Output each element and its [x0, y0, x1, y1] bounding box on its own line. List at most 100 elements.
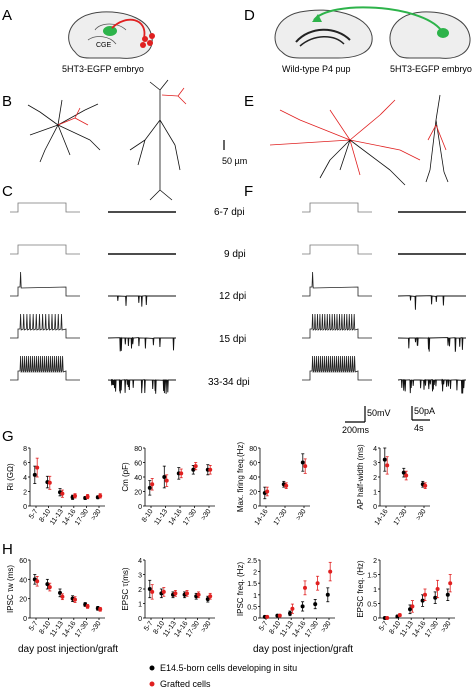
current-trace: [397, 295, 466, 310]
y-tick-label: 0.5: [247, 604, 257, 611]
y-tick-label: 2: [373, 558, 377, 565]
x-tick-label: 5-7: [143, 620, 155, 632]
data-point: [401, 470, 406, 475]
electrophysiology-traces: [10, 202, 466, 394]
y-tick-label: 2: [373, 475, 377, 482]
current-trace: [107, 378, 176, 394]
y-tick-label: 1: [373, 587, 377, 594]
x-axis-title-left: day post injection/graft: [18, 644, 118, 655]
data-point: [303, 464, 308, 469]
legend-label-red: Grafted cells: [160, 679, 211, 689]
data-point: [277, 613, 282, 618]
x-tick-label: 17-30: [304, 620, 320, 639]
x-tick-label: 11-13: [153, 508, 169, 526]
y-axis-label: IPSC τw (ms): [6, 565, 15, 613]
data-point: [397, 613, 402, 618]
x-tick-label: >30: [295, 508, 308, 522]
data-point: [408, 607, 412, 612]
y-tick-label: 40: [134, 475, 142, 482]
y-axis-label: EPSC freq. (Hz): [356, 560, 365, 618]
y-tick-label: 1: [253, 593, 257, 600]
y-tick-label: 1: [373, 490, 377, 497]
dpi-label: 33-34 dpi: [208, 377, 250, 388]
y-tick-label: 60: [249, 461, 257, 468]
voltage-trace: [10, 244, 80, 255]
data-point: [208, 467, 213, 472]
pup-brain-schematic-d: [274, 6, 471, 59]
data-point: [147, 485, 152, 490]
x-tick-label: 5-7: [28, 620, 40, 632]
data-point: [47, 585, 52, 590]
data-point: [150, 589, 155, 594]
panel-label-d: D: [244, 7, 255, 24]
caption-d-right: 5HT3-EGFP embryo: [390, 64, 472, 74]
y-axis-label: EPSC τ(ms): [121, 567, 130, 610]
legend-marker-black: [149, 665, 155, 671]
voltage-trace: [302, 271, 372, 297]
panel-label-f: F: [244, 183, 253, 200]
data-point: [85, 604, 90, 609]
data-point: [205, 597, 210, 602]
voltage-trace: [10, 271, 80, 297]
y-axis-label: Max. firing freq.(Hz): [236, 442, 245, 513]
embryo-brain-schematic-a: [68, 11, 155, 59]
x-tick-label: >30: [320, 620, 333, 634]
data-point: [85, 494, 90, 499]
data-point: [98, 607, 103, 612]
y-tick-label: 3: [373, 461, 377, 468]
current-trace: [397, 336, 466, 352]
y-tick-label: 0: [373, 616, 377, 623]
dpi-label: 12 dpi: [219, 291, 246, 302]
data-point: [98, 493, 103, 498]
y-tick-label: 20: [134, 490, 142, 497]
caption-a: 5HT3-EGFP embryo: [62, 64, 144, 74]
y-axis-label: Ri (GΩ): [6, 463, 15, 491]
data-point: [410, 604, 415, 609]
scale-bar-voltage-label: 50mV: [367, 408, 391, 418]
data-point: [196, 592, 201, 597]
data-point: [423, 592, 427, 597]
y-tick-label: 60: [19, 558, 27, 565]
y-axis-label: IPSC freq. (Hz): [236, 562, 245, 617]
y-tick-label: 40: [249, 475, 257, 482]
y-tick-label: 2: [138, 587, 142, 594]
data-point: [60, 491, 65, 496]
data-point: [288, 611, 292, 616]
y-tick-label: 80: [134, 446, 142, 453]
data-point: [161, 589, 166, 594]
x-tick-label: 8-10: [141, 508, 155, 524]
voltage-trace: [10, 355, 80, 381]
data-point: [208, 594, 213, 599]
x-tick-label: 5-7: [378, 620, 390, 632]
data-point: [265, 614, 270, 619]
data-point: [35, 579, 40, 584]
data-point: [325, 592, 330, 597]
data-point: [448, 581, 453, 586]
data-point: [193, 464, 198, 469]
y-tick-label: 0: [253, 616, 257, 623]
y-tick-label: 4: [138, 558, 142, 565]
current-trace: [397, 378, 466, 394]
morphology-b-right: [129, 79, 187, 201]
x-tick-label: >30: [440, 620, 453, 634]
morphology-b-left: [27, 99, 101, 163]
y-tick-label: 2: [23, 490, 27, 497]
data-point: [300, 604, 305, 609]
data-point: [423, 483, 428, 488]
x-tick-label: 17-30: [424, 620, 440, 639]
scale-bar-voltage-time: [345, 406, 366, 423]
data-point: [385, 616, 390, 620]
scale-bar-time-i-label: 4s: [414, 423, 424, 433]
scale-bar-morph-label: 50 µm: [222, 156, 247, 166]
panel-label-c: C: [2, 183, 13, 200]
x-tick-label: >30: [200, 620, 213, 634]
caption-d-left: Wild-type P4 pup: [282, 64, 351, 74]
x-tick-label: 17-30: [74, 508, 90, 527]
y-tick-label: 4: [23, 475, 27, 482]
y-tick-label: 0: [373, 504, 377, 511]
data-point: [73, 493, 77, 498]
